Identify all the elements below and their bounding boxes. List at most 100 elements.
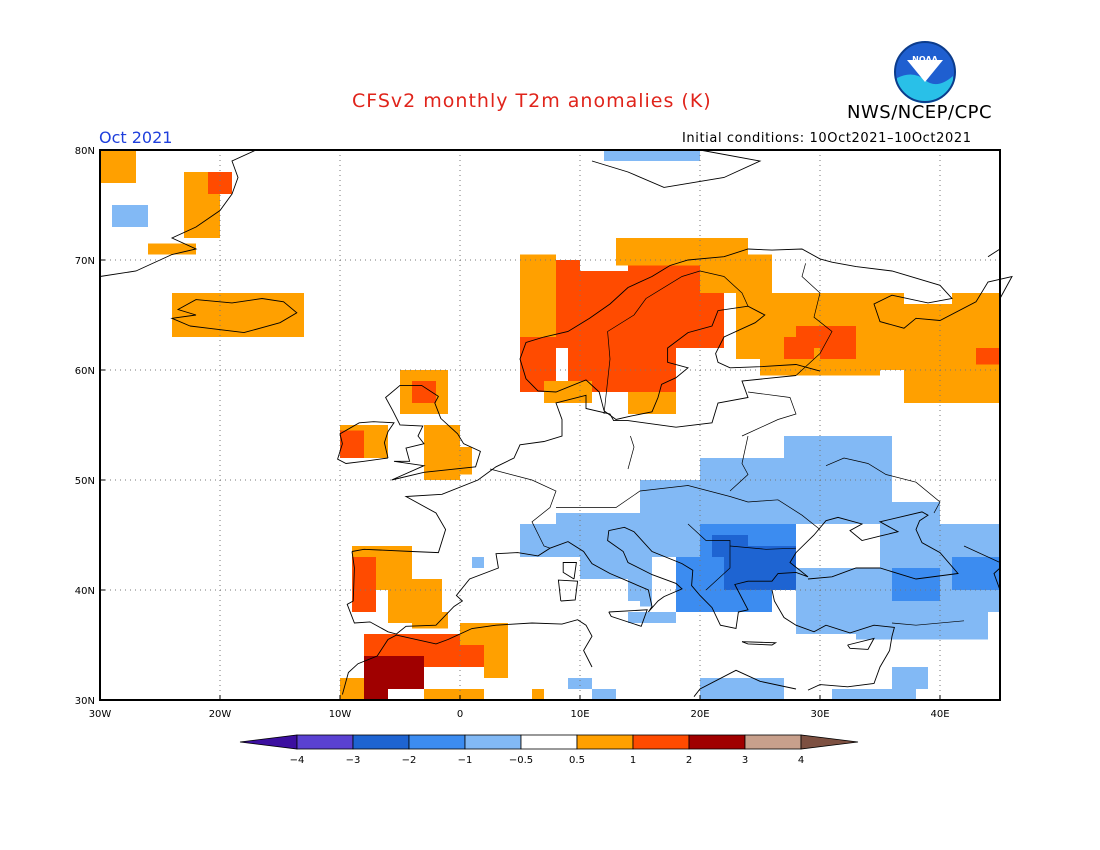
- lat-label: 50N: [75, 476, 95, 487]
- colorbar-segment: [352, 734, 410, 750]
- agency-label: NWS/NCEP/CPC: [847, 102, 993, 123]
- anomaly-cell: [616, 238, 748, 266]
- colorbar-arrow-low: [239, 734, 298, 750]
- anomaly-cell: [856, 502, 940, 524]
- anomaly-cell: [820, 359, 880, 376]
- anomaly-cell: [472, 557, 484, 568]
- lon-label: 40E: [930, 709, 949, 720]
- forecast-period: Oct 2021: [99, 128, 173, 147]
- anomaly-cell: [784, 337, 814, 359]
- coastline: [341, 619, 593, 695]
- lat-label: 40N: [75, 586, 95, 597]
- colorbar-segment: [464, 734, 522, 750]
- anomaly-cell: [424, 447, 472, 475]
- anomaly-cell: [100, 150, 136, 183]
- anomaly-cell: [340, 678, 364, 700]
- country-border: [729, 545, 797, 550]
- coastline: [170, 298, 298, 334]
- coastline: [603, 305, 821, 420]
- colorbar-label: −3: [346, 755, 361, 766]
- country-border: [489, 468, 557, 549]
- colorbar-segment: [576, 734, 634, 750]
- anomaly-cell: [208, 172, 232, 194]
- colorbar-label: 1: [630, 755, 636, 766]
- country-border: [825, 457, 941, 514]
- anomaly-cell: [856, 601, 988, 640]
- svg-text:NOAA: NOAA: [912, 55, 938, 64]
- colorbar-segment: [408, 734, 466, 750]
- lon-label: 10E: [570, 709, 589, 720]
- chart-title: CFSv2 monthly T2m anomalies (K): [352, 90, 712, 112]
- noaa-logo: NOAA: [893, 40, 957, 108]
- lon-label: 20W: [209, 709, 232, 720]
- anomaly-cell: [628, 392, 676, 414]
- colorbar-segment: [520, 734, 578, 750]
- coastline: [562, 562, 577, 580]
- country-border: [603, 270, 701, 415]
- country-border: [741, 391, 797, 437]
- lon-label: 30E: [810, 709, 829, 720]
- anomaly-cell: [340, 430, 364, 458]
- colorbar-arrow-high: [800, 734, 859, 750]
- coastline: [993, 567, 1001, 591]
- colorbar-segment: [296, 734, 354, 750]
- graticule: [100, 150, 1000, 700]
- country-border: [963, 545, 1001, 563]
- anomaly-cell: [592, 689, 616, 700]
- axis-labels: 80N 70N 60N 50N 40N 30N 30W 20W 10W 0 10E 20E 30E 40E: [75, 146, 950, 720]
- lon-label: 10W: [329, 709, 352, 720]
- anomaly-cell: [352, 557, 376, 612]
- lat-label: 80N: [75, 146, 95, 157]
- colorbar-segment: [688, 734, 746, 750]
- country-border: [729, 435, 749, 492]
- anomaly-cell: [424, 689, 484, 700]
- lon-label: 20E: [690, 709, 709, 720]
- anomaly-cell: [628, 612, 676, 623]
- anomaly-cell: [952, 557, 1000, 590]
- initial-conditions: Initial conditions: 10Oct2021–10Oct2021: [682, 131, 972, 146]
- colorbar-label: 2: [686, 755, 692, 766]
- lat-label: 70N: [75, 256, 95, 267]
- coastline: [741, 641, 778, 646]
- colorbar-segment: [744, 734, 802, 750]
- anomaly-cell: [892, 667, 928, 689]
- country-border: [687, 523, 731, 591]
- anomaly-cell: [544, 381, 592, 403]
- colorbar-label: −4: [290, 755, 305, 766]
- colorbar-label: −0.5: [509, 755, 533, 766]
- colorbar-segment: [632, 734, 690, 750]
- anomaly-cell: [532, 689, 544, 700]
- map-frame: [99, 149, 1001, 701]
- coastline: [847, 637, 875, 650]
- coastline: [771, 589, 895, 691]
- anomaly-cell: [484, 645, 508, 678]
- anomaly-cell: [460, 623, 508, 645]
- coastline: [608, 609, 648, 627]
- anomaly-cells: [100, 150, 1000, 700]
- coastline: [385, 384, 481, 481]
- anomaly-cell: [628, 260, 676, 392]
- anomaly-cell: [976, 348, 1000, 365]
- country-border: [556, 485, 821, 530]
- colorbar: −4 −3 −2 −1 −0.5 0.5 1 2 3 4: [239, 734, 859, 766]
- anomaly-cell: [784, 436, 892, 502]
- anomaly-cell: [700, 678, 784, 700]
- anomaly-cell: [568, 678, 592, 689]
- coastline: [346, 511, 959, 635]
- coastline: [557, 579, 579, 602]
- anomaly-cell: [172, 293, 304, 337]
- lon-label: 0: [457, 709, 463, 720]
- coastlines: [99, 149, 1013, 697]
- anomaly-cell: [604, 150, 700, 161]
- colorbar-label: −1: [458, 755, 473, 766]
- coastline: [99, 149, 257, 277]
- colorbar-label: 3: [742, 755, 748, 766]
- anomaly-cell: [412, 381, 436, 403]
- colorbar-label: 4: [798, 755, 804, 766]
- country-border: [699, 270, 749, 307]
- anomaly-cell: [412, 612, 448, 629]
- coastline: [693, 669, 797, 697]
- country-border: [795, 263, 833, 376]
- lat-label: 60N: [75, 366, 95, 377]
- colorbar-label: −2: [402, 755, 417, 766]
